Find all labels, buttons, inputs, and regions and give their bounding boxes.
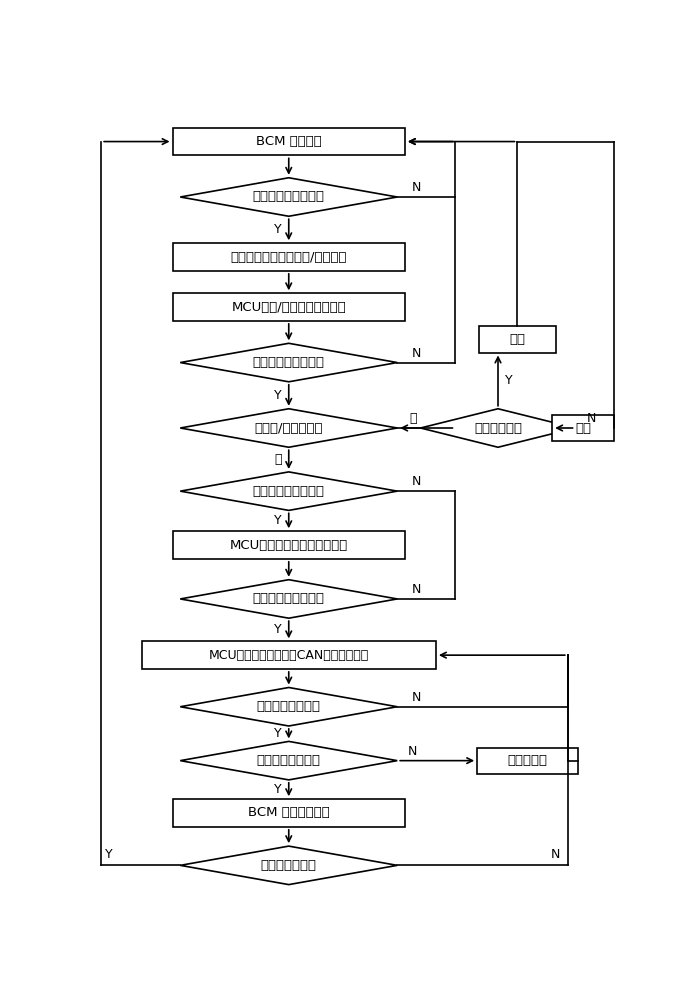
Text: Y: Y [274, 389, 282, 402]
Text: 判断应答信号合法否: 判断应答信号合法否 [253, 592, 325, 605]
Text: 闭锁: 闭锁 [510, 333, 526, 346]
Text: N: N [408, 745, 417, 758]
Bar [172, 243, 405, 271]
Text: 是否有低频应答信号: 是否有低频应答信号 [253, 485, 325, 498]
Polygon shape [180, 687, 397, 726]
Text: BCM 设防状态: BCM 设防状态 [256, 135, 322, 148]
Bar [552, 415, 614, 441]
Text: 发动机解锁成功否: 发动机解锁成功否 [257, 754, 321, 767]
Text: 判断开锁码是否合法: 判断开锁码是否合法 [253, 356, 325, 369]
Text: Y: Y [505, 374, 512, 387]
Text: Y: Y [274, 223, 282, 236]
Bar [479, 326, 556, 353]
Bar [142, 641, 436, 669]
Polygon shape [180, 178, 397, 216]
Polygon shape [180, 580, 397, 618]
Text: Y: Y [274, 623, 282, 636]
Text: 将高频信号解调成为开/闭锁密文: 将高频信号解调成为开/闭锁密文 [230, 251, 347, 264]
Text: N: N [412, 475, 422, 488]
Text: 发动机是否运行: 发动机是否运行 [261, 859, 317, 872]
Polygon shape [180, 343, 397, 382]
Bar [172, 293, 405, 321]
Text: N: N [412, 583, 422, 596]
Bar [172, 128, 405, 155]
Text: Y: Y [274, 783, 282, 796]
Text: N: N [551, 848, 560, 861]
Bar [477, 748, 578, 774]
Text: 判断开/闭锁码类型: 判断开/闭锁码类型 [255, 422, 323, 434]
Text: MCU将开/闭锁密文进行解密: MCU将开/闭锁密文进行解密 [231, 301, 346, 314]
Text: N: N [412, 347, 422, 360]
Bar [172, 531, 405, 559]
Text: 锁止发动机: 锁止发动机 [507, 754, 547, 767]
Text: 闭: 闭 [409, 412, 417, 425]
Text: 是否接收到高频信号: 是否接收到高频信号 [253, 190, 325, 204]
Polygon shape [180, 846, 397, 885]
Text: Y: Y [105, 848, 112, 861]
Polygon shape [180, 472, 397, 510]
Bar [172, 799, 405, 827]
Text: 发动机确认回传否: 发动机确认回传否 [257, 700, 321, 713]
Text: Y: Y [274, 514, 282, 527]
Text: N: N [412, 181, 422, 194]
Text: N: N [412, 691, 422, 704]
Polygon shape [420, 409, 575, 447]
Text: MCU将应答密文进行一次解密: MCU将应答密文进行一次解密 [230, 539, 348, 552]
Text: 开: 开 [274, 453, 282, 466]
Text: MCU将一次解密报文经CAN传输给发动机: MCU将一次解密报文经CAN传输给发动机 [209, 649, 369, 662]
Text: 闭锁: 闭锁 [575, 422, 591, 434]
Polygon shape [180, 409, 397, 447]
Text: N: N [586, 412, 595, 425]
Polygon shape [180, 741, 397, 780]
Text: 是否满足设防: 是否满足设防 [474, 422, 522, 434]
Text: Y: Y [274, 727, 282, 740]
Text: BCM 和发动机解锁: BCM 和发动机解锁 [248, 806, 329, 820]
